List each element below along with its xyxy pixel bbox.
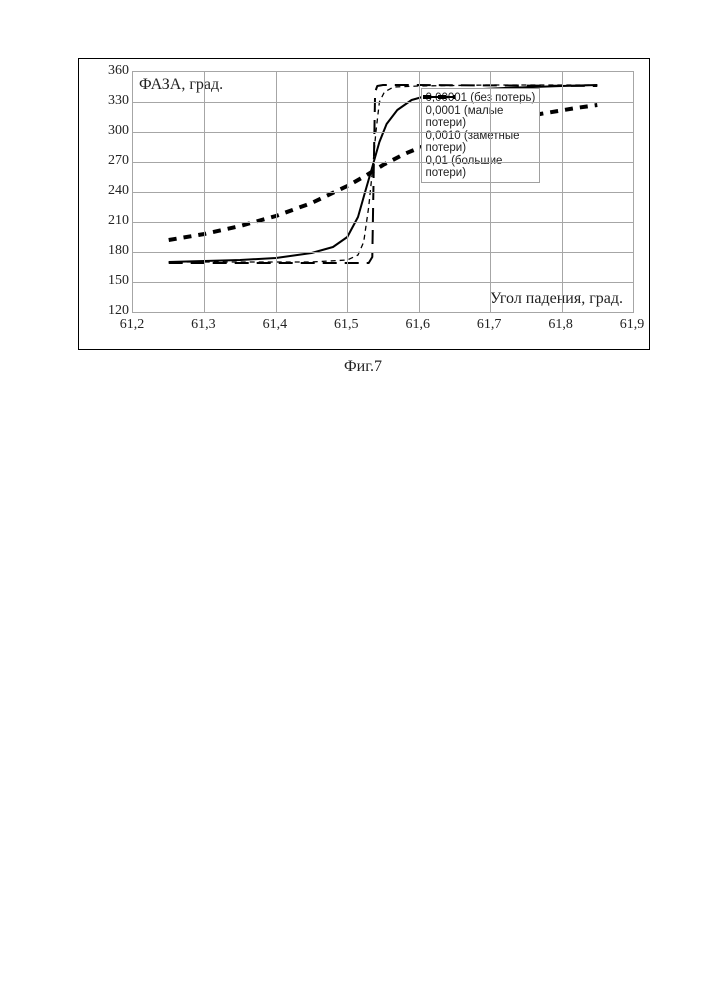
x-tick-label: 61,3 — [191, 317, 216, 333]
y-tick-label: 270 — [83, 153, 129, 169]
y-tick-label: 210 — [83, 213, 129, 229]
y-tick-label: 240 — [83, 183, 129, 199]
y-axis-title: ФАЗА, град. — [139, 76, 223, 94]
y-tick-label: 330 — [83, 93, 129, 109]
chart-outer-frame: ФАЗА, град. Угол падения, град. 0,00001 … — [78, 58, 650, 350]
gridline-h — [133, 102, 633, 103]
page: ФАЗА, град. Угол падения, град. 0,00001 … — [0, 0, 707, 1000]
gridline-h — [133, 252, 633, 253]
x-tick-label: 61,8 — [548, 317, 573, 333]
legend-item: 0,0001 (малые потери) — [426, 105, 536, 129]
figure-caption: Фиг.7 — [344, 358, 382, 376]
y-tick-label: 150 — [83, 273, 129, 289]
x-tick-label: 61,7 — [477, 317, 502, 333]
x-axis-title: Угол падения, град. — [490, 290, 623, 308]
legend-label: 0,0010 (заметные потери) — [426, 130, 520, 154]
x-tick-label: 61,4 — [263, 317, 288, 333]
x-tick-label: 61,2 — [120, 317, 145, 333]
gridline-h — [133, 132, 633, 133]
y-tick-label: 180 — [83, 243, 129, 259]
legend-item: 0,0010 (заметные потери) — [426, 130, 536, 154]
legend-label: 0,0001 (малые потери) — [426, 105, 504, 129]
y-tick-label: 300 — [83, 123, 129, 139]
x-tick-label: 61,9 — [620, 317, 645, 333]
gridline-h — [133, 282, 633, 283]
gridline-h — [133, 222, 633, 223]
x-tick-label: 61,5 — [334, 317, 359, 333]
y-tick-label: 360 — [83, 63, 129, 79]
legend-item: 0,01 (большие потери) — [426, 155, 536, 179]
plot-area: ФАЗА, град. Угол падения, град. 0,00001 … — [132, 71, 634, 313]
legend-swatch — [422, 91, 456, 103]
x-tick-label: 61,6 — [405, 317, 430, 333]
gridline-h — [133, 192, 633, 193]
gridline-h — [133, 162, 633, 163]
